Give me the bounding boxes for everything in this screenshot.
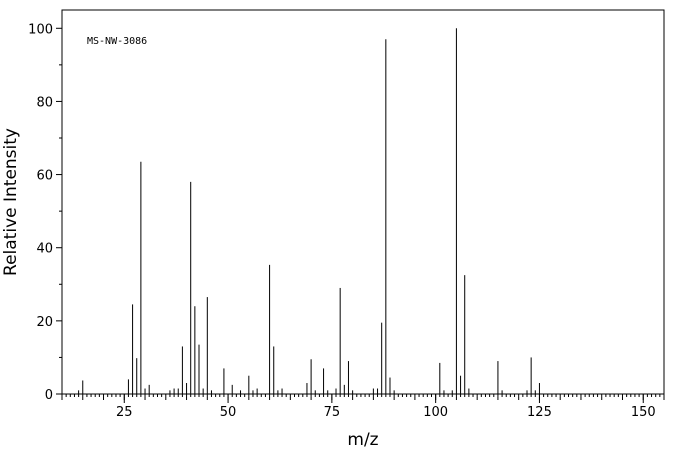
x-tick-label: 25 (116, 405, 133, 420)
x-tick-label: 75 (324, 405, 341, 420)
x-axis-title: m/z (347, 430, 378, 450)
y-tick-label: 80 (36, 95, 53, 110)
y-tick-label: 60 (36, 169, 53, 184)
x-tick-label: 150 (631, 405, 656, 420)
y-tick-label: 20 (36, 315, 53, 330)
x-tick-label: 100 (423, 405, 448, 420)
x-tick-label: 50 (220, 405, 237, 420)
x-tick-label: 125 (527, 405, 552, 420)
y-axis-title: Relative Intensity (1, 128, 21, 276)
spectrum-id-annotation: MS-NW-3086 (87, 36, 147, 47)
y-tick-label: 100 (28, 22, 53, 37)
y-tick-label: 40 (36, 242, 53, 257)
y-tick-label: 0 (45, 388, 53, 403)
plot-area-frame (61, 9, 665, 395)
x-axis-ticks: 25 50 75 100 125 150 (61, 394, 665, 420)
peak-sticks (78, 28, 540, 394)
y-axis-ticks: 0 20 40 60 80 100 (28, 22, 62, 403)
